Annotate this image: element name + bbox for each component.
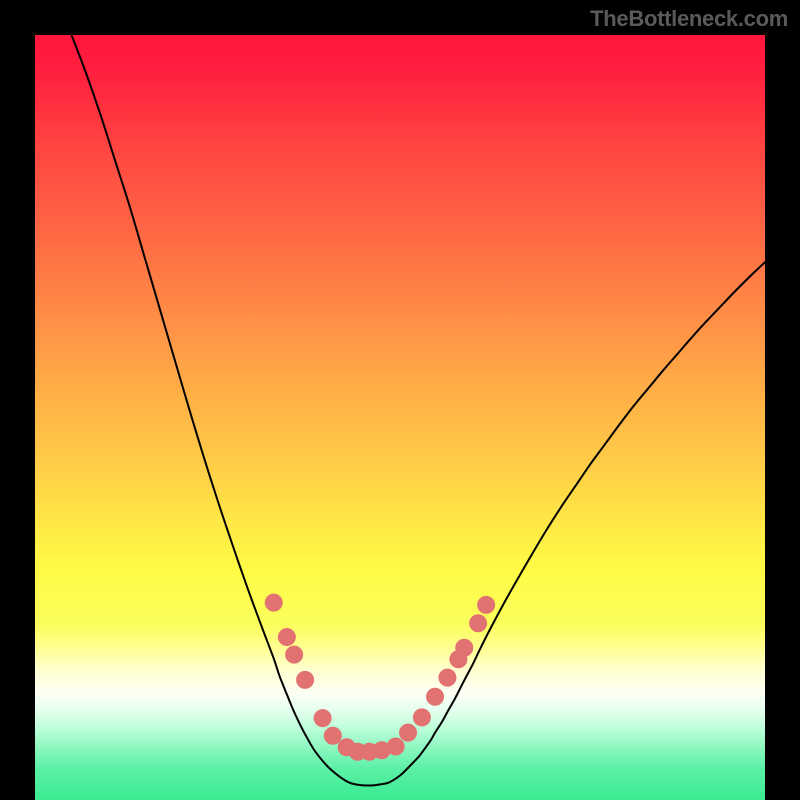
chart-overlay bbox=[35, 35, 765, 800]
data-marker bbox=[413, 709, 430, 726]
data-marker bbox=[387, 738, 404, 755]
data-marker bbox=[439, 669, 456, 686]
data-marker bbox=[478, 596, 495, 613]
data-marker bbox=[456, 639, 473, 656]
data-markers bbox=[265, 594, 494, 760]
data-marker bbox=[400, 724, 417, 741]
data-marker bbox=[427, 688, 444, 705]
data-marker bbox=[278, 629, 295, 646]
data-marker bbox=[470, 615, 487, 632]
data-marker bbox=[324, 727, 341, 744]
watermark-text: TheBottleneck.com bbox=[590, 6, 788, 32]
plot-area bbox=[35, 35, 765, 800]
data-marker bbox=[297, 671, 314, 688]
data-marker bbox=[286, 646, 303, 663]
data-marker bbox=[265, 594, 282, 611]
bottleneck-curve bbox=[72, 35, 766, 785]
data-marker bbox=[314, 710, 331, 727]
